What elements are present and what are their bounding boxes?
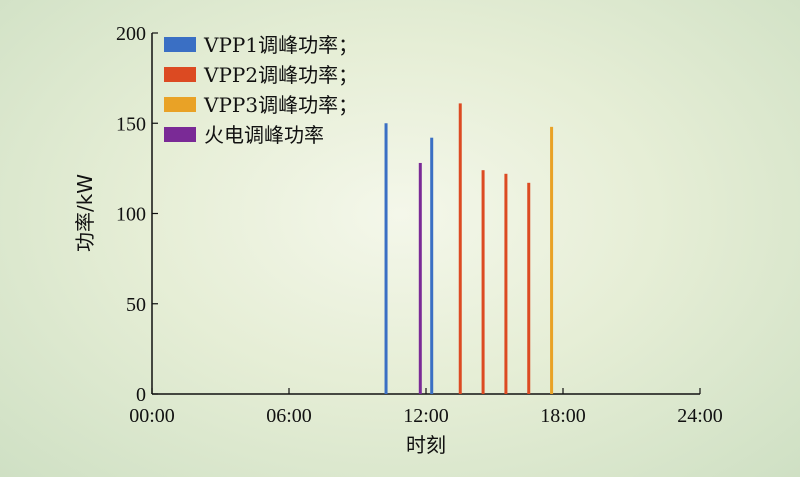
x-tick-label: 24:00 — [677, 405, 723, 427]
legend-label-1: VPP1调峰功率； — [203, 33, 358, 57]
y-tick-label: 150 — [116, 113, 146, 135]
x-tick-label: 06:00 — [266, 405, 312, 427]
x-tick-label: 18:00 — [540, 405, 586, 427]
y-tick-label: 200 — [116, 23, 146, 45]
y-tick-label: 0 — [136, 384, 146, 406]
bar-series-1-point-1 — [384, 123, 388, 394]
bar-series-2-point-3 — [504, 173, 508, 394]
legend-label-4: 火电调峰功率 — [204, 123, 324, 147]
bar-series-2-point-2 — [481, 170, 485, 394]
x-axis-title: 时刻 — [406, 433, 446, 457]
y-tick-label: 100 — [116, 204, 146, 226]
bar-series-2-point-4 — [527, 182, 531, 394]
y-axis-title: 功率/kW — [73, 174, 97, 252]
legend-swatch-4 — [164, 127, 196, 142]
plot-area: 0 50 100 150 200 00:00 06:00 12:00 18:00 24:00 — [116, 23, 723, 427]
legend-swatch-2 — [164, 67, 196, 82]
legend: VPP1调峰功率； VPP2调峰功率； VPP3调峰功率； 火电调峰功率 — [164, 33, 358, 147]
bar-series-1-point-2 — [430, 137, 434, 394]
bar-series-2-point-1 — [458, 103, 462, 395]
x-tick-label: 12:00 — [403, 405, 449, 427]
legend-label-2: VPP2调峰功率； — [203, 63, 358, 87]
legend-label-3: VPP3调峰功率； — [203, 93, 358, 117]
bars — [384, 103, 554, 395]
x-ticks: 00:00 06:00 12:00 18:00 24:00 — [129, 388, 723, 427]
y-tick-label: 50 — [126, 294, 146, 316]
bar-series-4-point-1 — [418, 162, 422, 394]
y-ticks: 0 50 100 150 200 — [116, 23, 158, 406]
legend-swatch-1 — [164, 37, 196, 52]
legend-swatch-3 — [164, 97, 196, 112]
bar-series-3-point-1 — [550, 126, 554, 395]
x-tick-label: 00:00 — [129, 405, 175, 427]
